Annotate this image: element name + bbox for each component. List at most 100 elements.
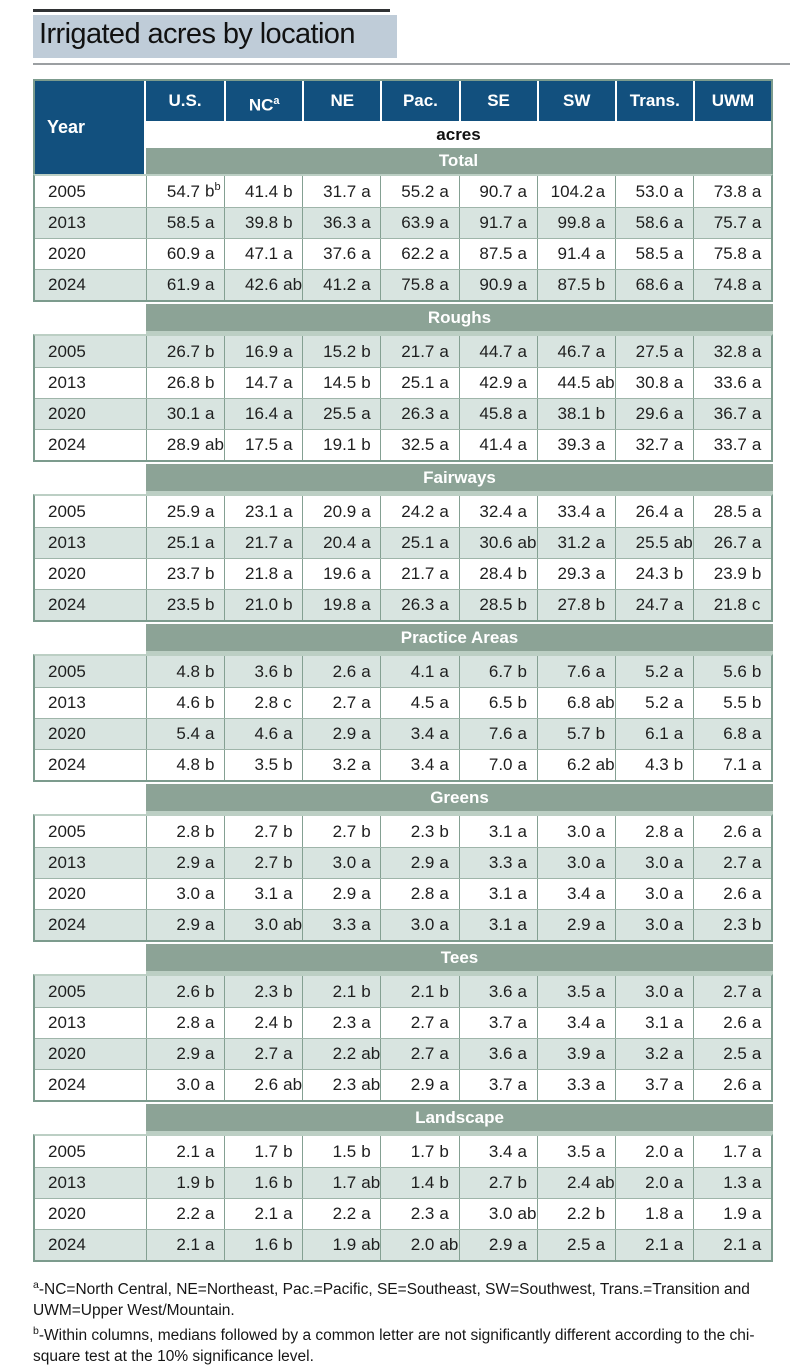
value-cell: 15.2 b (302, 336, 380, 367)
acres-value: 2.8 (176, 821, 200, 841)
significance-letter: a (595, 853, 606, 872)
value-cell: 3.4 a (458, 1136, 537, 1167)
year-cell: 2005 (48, 1141, 86, 1161)
significance-letter: ab (361, 1075, 381, 1094)
acres-value: 17.5 (245, 435, 279, 454)
significance-letter: a (439, 595, 449, 614)
acres-value: 16.9 (245, 341, 279, 361)
value-cell: 2.0 a (614, 1168, 693, 1198)
acres-value: 2.3 (332, 1075, 357, 1094)
significance-letter: a (673, 1173, 684, 1192)
acres-value: 75.8 (401, 275, 435, 294)
value-cell: 5.2 a (614, 688, 693, 718)
acres-value: 23.5 (166, 595, 200, 614)
significance-letter: a (283, 533, 293, 552)
value-cell: 24.3 b (614, 559, 693, 589)
acres-value: 26.4 (635, 501, 669, 521)
significance-letter: a (517, 244, 527, 263)
significance-letter: a (673, 244, 684, 263)
value-cell: 31.7 a (302, 176, 380, 207)
significance-letter: a (439, 181, 449, 201)
section-total: 2005 54.7 bb 41.4 b 31.7 a 55.2 a 90.7 a 104.2 a 53.0… (33, 174, 773, 302)
acres-value: 26.7 (713, 533, 747, 552)
acres-value: 28.5 (479, 595, 513, 614)
significance-letter: b (283, 1235, 293, 1254)
year-cell: 2005 (48, 661, 86, 681)
significance-letter: bb (205, 181, 221, 201)
acres-value: 5.2 (645, 693, 669, 712)
significance-letter: a (439, 915, 449, 934)
significance-letter: a (205, 1204, 215, 1223)
acres-value: 90.9 (479, 275, 513, 294)
value-cell: 33.4 a (536, 496, 615, 527)
value-cell: 3.0 a (146, 879, 224, 909)
acres-value: 3.0 (566, 853, 591, 872)
year-cell: 2013 (48, 213, 86, 232)
acres-value: 41.4 (479, 435, 513, 454)
value-cell: 25.5 a (302, 399, 380, 429)
acres-value: 2.6 (723, 821, 747, 841)
table-row-practice-areas-2013: 2013 4.6 b 2.8 c 2.7 a 4.5 a 6.5 b 6.8 ab 5.2 a 5.5 b (35, 687, 771, 718)
acres-value: 4.6 (254, 724, 279, 743)
value-cell: 3.1 a (458, 879, 537, 909)
significance-letter: a (673, 915, 684, 934)
significance-letter: a (751, 341, 762, 361)
significance-letter: b (283, 853, 293, 872)
acres-value: 27.8 (557, 595, 591, 614)
acres-value: 58.6 (635, 213, 669, 232)
acres-value: 30.1 (166, 404, 200, 423)
value-cell: 23.7 b (146, 559, 224, 589)
acres-value: 2.2 (566, 1204, 591, 1223)
table-row-fairways-2020: 2020 23.7 b 21.8 a 19.6 a 21.7 a 28.4 b 29.3 a 24.3 b 2… (35, 558, 771, 589)
value-cell: 25.1 a (380, 528, 458, 558)
table-row-fairways-2013: 2013 25.1 a 21.7 a 20.4 a 25.1 a 30.6 ab 31.2 a 25.5 a… (35, 527, 771, 558)
acres-value: 32.7 (635, 435, 669, 454)
section-landscape: 2005 2.1 a 1.7 b 1.5 b 1.7 b 3.4 a 3.5 a 2.0 a 1.7 a 2013… (33, 1134, 773, 1262)
significance-letter: ab (205, 435, 224, 454)
acres-value: 3.0 (254, 915, 279, 934)
acres-value: 61.9 (166, 275, 200, 294)
value-cell: 19.1 b (302, 430, 380, 460)
value-cell: 2.7 a (302, 688, 380, 718)
value-cell: 2.7 b (224, 816, 302, 847)
significance-letter: a (361, 1204, 371, 1223)
acres-value: 26.3 (401, 404, 435, 423)
value-cell: 26.4 a (614, 496, 693, 527)
value-cell: 2.6 a (692, 879, 771, 909)
significance-letter: b (751, 915, 762, 934)
acres-value: 62.2 (401, 244, 435, 263)
significance-letter: a (205, 213, 215, 232)
acres-value: 3.4 (566, 884, 591, 903)
value-cell: 1.9 b (146, 1168, 224, 1198)
significance-letter: a (361, 404, 371, 423)
acres-value: 5.5 (723, 693, 747, 712)
significance-letter: a (361, 213, 371, 232)
significance-letter: ab (283, 275, 303, 294)
table-row-fairways-2024: 2024 23.5 b 21.0 b 19.8 a 26.3 a 28.5 b 27.8 b 24.7 a 2… (35, 589, 771, 620)
acres-value: 2.6 (723, 1075, 747, 1094)
value-cell: 20.4 a (302, 528, 380, 558)
table-row-roughs-2013: 2013 26.8 b 14.7 a 14.5 b 25.1 a 42.9 a 44.5 ab 30.8 a… (35, 367, 771, 398)
significance-letter: b (673, 755, 684, 774)
significance-letter: a (751, 1075, 762, 1094)
acres-value: 26.7 (166, 341, 200, 361)
value-cell: 47.1 a (224, 239, 302, 269)
value-cell: 1.4 b (380, 1168, 458, 1198)
significance-letter: a (361, 661, 371, 681)
acres-value: 3.4 (410, 724, 435, 743)
significance-letter: a (283, 564, 293, 583)
significance-letter: a (517, 404, 527, 423)
value-cell: 3.5 a (536, 976, 615, 1007)
value-cell: 3.6 a (458, 976, 537, 1007)
acres-value: 2.6 (176, 981, 200, 1001)
value-cell: 53.0 a (614, 176, 693, 207)
acres-value: 19.8 (323, 595, 357, 614)
year-cell: 2020 (48, 884, 86, 903)
value-cell: 1.7 a (692, 1136, 771, 1167)
significance-letter: a (751, 501, 762, 521)
value-cell: 6.7 b (458, 656, 537, 687)
table-row-greens-2013: 2013 2.9 a 2.7 b 3.0 a 2.9 a 3.3 a 3.0 a 3.0 a 2.7 a (35, 847, 771, 878)
acres-value: 2.0 (645, 1173, 669, 1192)
acres-value: 2.3 (723, 915, 747, 934)
value-cell: 25.9 a (146, 496, 224, 527)
